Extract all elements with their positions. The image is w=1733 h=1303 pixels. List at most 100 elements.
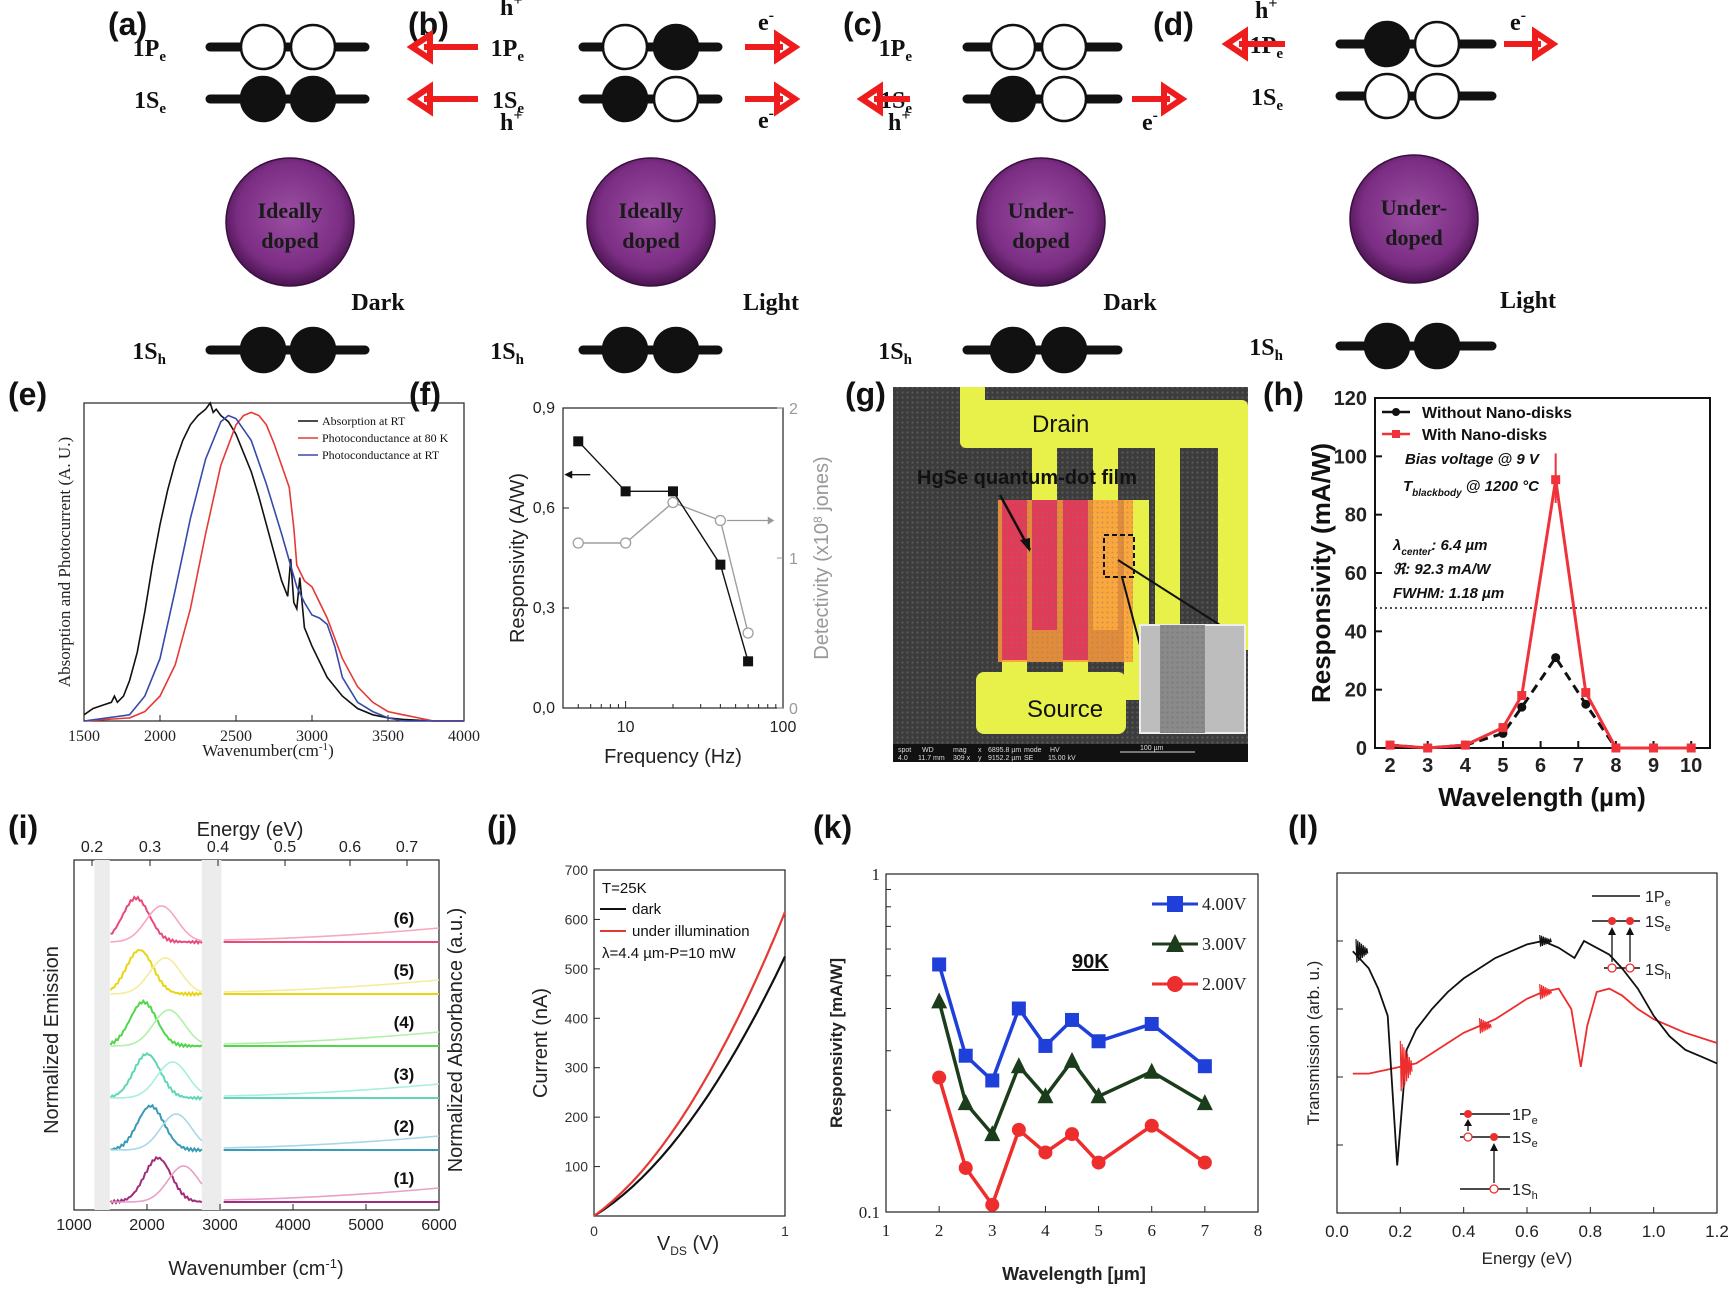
- emission-trace: [109, 998, 203, 1049]
- filled-state: [239, 326, 287, 374]
- plot-frame: [83, 402, 465, 722]
- quantum-dot: [976, 157, 1106, 287]
- y-axis-label: Responsivity (mA/W): [1306, 443, 1336, 703]
- svg-text:spot: spot: [898, 747, 911, 754]
- data-point: [1686, 743, 1696, 753]
- data-point: [1011, 1122, 1026, 1137]
- y-tick-label: 100: [565, 1159, 589, 1175]
- sem-footer-text: spot WD mag x 6895.8 µm mode HV 4.0 11.7…: [898, 747, 1076, 762]
- carrier-arrowhead: [1221, 26, 1248, 62]
- y-tick-label: 120: [1334, 388, 1367, 410]
- data-point: [1581, 688, 1591, 698]
- data-point: [743, 656, 754, 667]
- svg-text:WD: WD: [922, 747, 934, 754]
- top-tick-label: 0.6: [339, 839, 361, 856]
- svg-text:x: x: [978, 747, 982, 754]
- y-tick-label: 200: [565, 1109, 589, 1125]
- y-tick-label: 40: [1345, 621, 1367, 643]
- data-point: [1011, 1001, 1026, 1016]
- data-point: [1551, 653, 1561, 663]
- level-label: 1Sh: [490, 339, 524, 368]
- absorbance-trace: [110, 1165, 203, 1203]
- x-tick-label: 8: [1610, 755, 1621, 777]
- top-tick-label: 0.4: [207, 839, 229, 856]
- y-tick-label: 80: [1345, 505, 1367, 527]
- x-axis-label: Frequency (Hz): [604, 746, 742, 768]
- emission-trace: [109, 1051, 203, 1102]
- condition-label: Dark: [351, 290, 405, 316]
- y-axis-label: Responsivity (A/W): [507, 473, 529, 643]
- y-tick-label: 0.1: [859, 1203, 880, 1222]
- carrier-arrowhead: [774, 29, 801, 65]
- legend: T=25K dark under illumination λ=4.4 µm-P…: [600, 880, 750, 962]
- x-tick-label: 0.2: [1389, 1222, 1413, 1241]
- data-point: [1038, 1145, 1053, 1160]
- series-line: [83, 401, 464, 722]
- panel-i: (i) 1000 2000 3000 4000 5000 6000 0.2 0.3 0.4 0.5…: [8, 809, 467, 1280]
- quantum-dot: [586, 157, 716, 287]
- doping-label: doped: [1385, 225, 1442, 250]
- quantum-dot: [1349, 154, 1479, 284]
- axis-arrowhead: [564, 470, 573, 479]
- x-axis-label: Wavelength (µm): [1438, 782, 1646, 812]
- noise-feature: [1478, 1017, 1492, 1034]
- filled-state: [989, 75, 1037, 123]
- panel-label-j: (j): [487, 809, 517, 845]
- level-label: 1Pe: [1645, 889, 1671, 909]
- y-tick-label: 600: [565, 911, 589, 927]
- x-tick-label: 5: [1497, 755, 1508, 777]
- filled-state: [1413, 322, 1461, 370]
- y2-axis-label: Normalized Absorbance (a.u.): [445, 908, 467, 1173]
- y-tick-label: 20: [1345, 680, 1367, 702]
- panel-e: (e) 1500 2000 2500 3000 3500 4000 Wavenumber(…: [8, 376, 480, 760]
- data-point: [1144, 1016, 1159, 1031]
- level-label: 1Se: [1251, 85, 1283, 114]
- level-label: 1Pe: [1512, 1107, 1538, 1127]
- doping-label: doped: [261, 228, 318, 253]
- legend-label: 3.00V: [1202, 934, 1247, 954]
- empty-state: [601, 23, 649, 71]
- y-tick-label: 500: [565, 961, 589, 977]
- data-point: [1038, 1038, 1053, 1053]
- film-label: HgSe quantum-dot film: [917, 467, 1137, 489]
- data-point: [1498, 723, 1508, 733]
- x-tick-label: 10: [617, 719, 635, 736]
- quantum-dot: [225, 157, 355, 287]
- panel-label-c: (c): [843, 6, 882, 42]
- absorbance-trace: [223, 1031, 440, 1045]
- filled-state: [1040, 326, 1088, 374]
- absorbance-trace: [223, 1135, 440, 1149]
- data-point: [572, 537, 584, 549]
- panel-g: (g): [845, 376, 1248, 762]
- empty-state: [1413, 72, 1461, 120]
- top-tick-label: 0.5: [274, 839, 296, 856]
- data-point: [1385, 740, 1395, 750]
- x-tick-label: 3000: [296, 728, 328, 745]
- x-tick-label: 4000: [275, 1217, 311, 1234]
- doping-label: Ideally: [619, 198, 684, 223]
- panel-k: (k) 1 2 3 4 5 6 7 80.11 90K Wavelength [µm] Res…: [813, 809, 1262, 1284]
- panel-l: (l) 0.0 0.2 0.4 0.6 0.8 1.0 1.2 Energy (eV) Tr…: [1288, 809, 1729, 1268]
- x-tick-label: 4: [1460, 755, 1472, 777]
- chart-title: 90K: [1072, 951, 1109, 973]
- y-tick-label: 0,0: [533, 700, 555, 717]
- schematics-row: (a) (b) (c) (d) 1Pe1Se1ShIdeallydopedDar…: [108, 0, 1559, 374]
- legend-label: dark: [632, 901, 662, 918]
- doping-label: Under-: [1381, 195, 1447, 220]
- series-line: [577, 440, 749, 662]
- filled-state: [989, 326, 1037, 374]
- svg-text:y: y: [978, 755, 982, 762]
- empty-state: [1363, 72, 1411, 120]
- doping-label: doped: [622, 228, 679, 253]
- x-tick-label: 8: [1254, 1221, 1263, 1240]
- plot-frame: [73, 859, 440, 1211]
- y-axis-label: Transmission (arb. u.): [1304, 961, 1323, 1126]
- top-axis-label: Energy (eV): [197, 819, 304, 841]
- svg-text:11.7 mm: 11.7 mm: [918, 755, 945, 762]
- series-line: [1389, 654, 1692, 750]
- carrier-arrowhead: [406, 81, 433, 117]
- schematic-d: 1Pe 1Se 1Sh Under-doped Light h+ e-: [1221, 0, 1559, 370]
- data-point: [1091, 1034, 1106, 1049]
- y-tick-label: 0,6: [533, 500, 555, 517]
